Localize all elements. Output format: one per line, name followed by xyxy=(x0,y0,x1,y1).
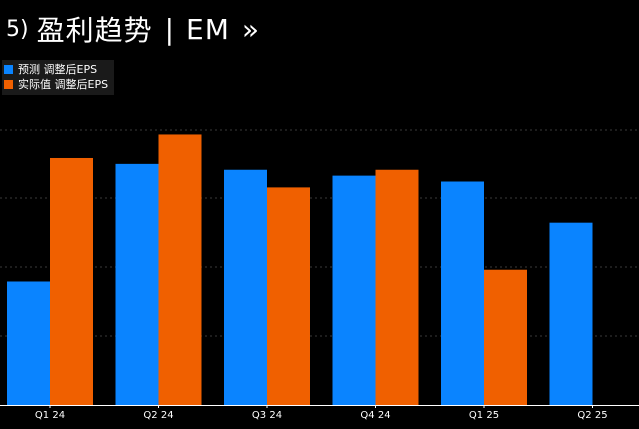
bar-actual-3 xyxy=(375,169,419,405)
chart-title: 盈利趋势 xyxy=(36,14,153,47)
bar-actual-1 xyxy=(158,134,202,405)
ticker-label[interactable]: EM xyxy=(186,12,230,46)
legend-item-actual: 实际值 调整后EPS xyxy=(4,77,108,92)
chart-title-bar: 5) 盈利趋势 | EM » xyxy=(0,0,639,58)
panel-index: 5) xyxy=(6,16,29,42)
legend-label-forecast: 预测 调整后EPS xyxy=(18,63,98,76)
bar-forecast-3 xyxy=(332,175,376,405)
bar-forecast-0 xyxy=(7,281,50,405)
bar-forecast-1 xyxy=(115,163,159,405)
legend-label-actual: 实际值 调整后EPS xyxy=(18,78,109,91)
x-tick-label-4: Q1 25 xyxy=(469,410,499,421)
legend-swatch-actual xyxy=(4,80,13,89)
x-tick-label-0: Q1 24 xyxy=(35,410,65,421)
title-separator: | xyxy=(164,12,175,46)
x-tick-label-5: Q2 25 xyxy=(577,410,607,421)
bar-actual-0 xyxy=(50,157,93,405)
bar-forecast-2 xyxy=(224,169,267,405)
x-tick-label-1: Q2 24 xyxy=(143,410,173,421)
chevron-right-icon[interactable]: » xyxy=(241,12,260,46)
legend-swatch-forecast xyxy=(4,65,13,74)
x-tick-label-3: Q4 24 xyxy=(360,410,390,421)
chart-legend: 预测 调整后EPS 实际值 调整后EPS xyxy=(2,60,115,95)
x-tick-label-2: Q3 24 xyxy=(252,410,282,421)
bar-forecast-5 xyxy=(549,222,593,405)
bar-actual-2 xyxy=(267,187,310,405)
bar-actual-4 xyxy=(484,269,527,405)
bar-forecast-4 xyxy=(441,181,484,405)
legend-item-forecast: 预测 调整后EPS xyxy=(4,62,108,77)
